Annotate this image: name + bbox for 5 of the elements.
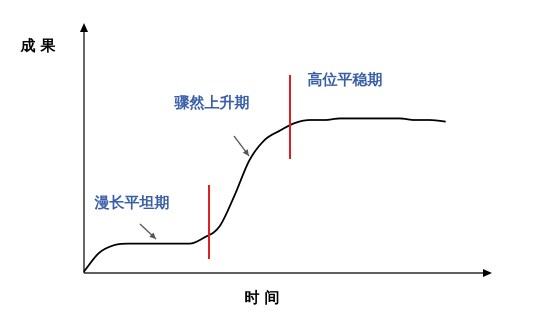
text: 高位平稳期 [308, 70, 382, 90]
y-axis-title: 成 果 [20, 36, 56, 56]
annotation: 漫长平坦期 [94, 194, 170, 212]
text: 骤然上升期 [174, 94, 250, 112]
x-axis-title: 时 间 [244, 288, 280, 308]
